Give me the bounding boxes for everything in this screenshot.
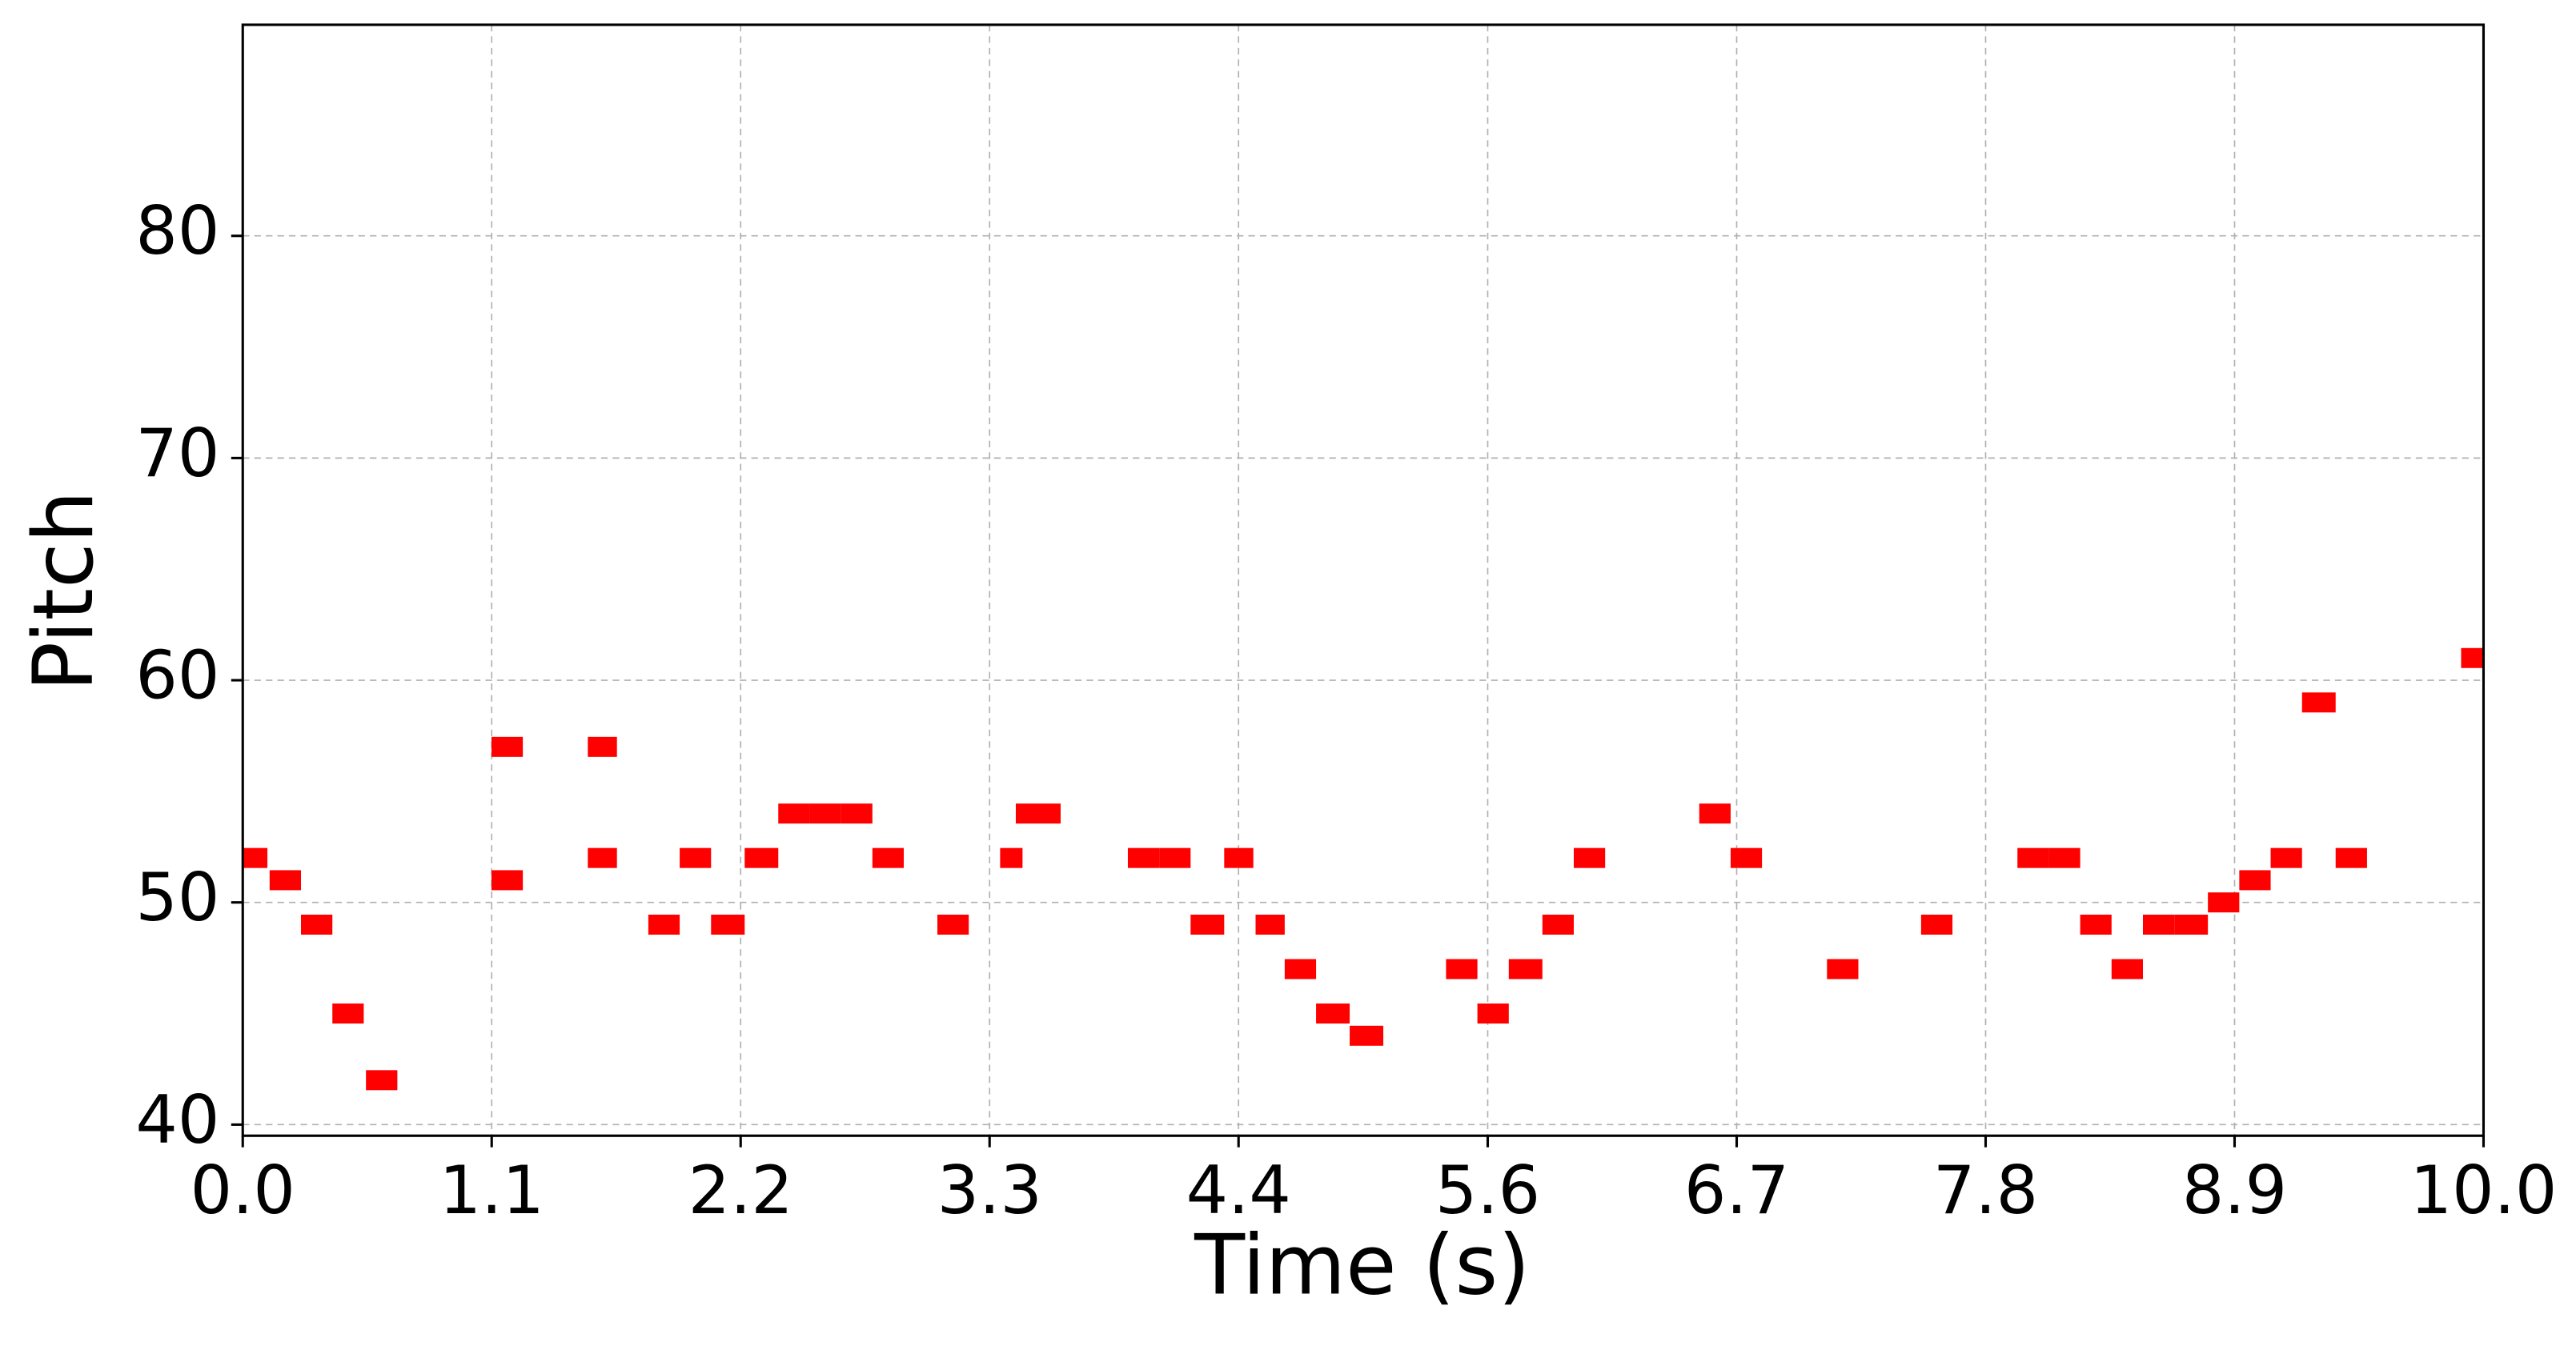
y-axis-label: Pitch	[16, 491, 112, 691]
note	[2461, 647, 2484, 668]
note	[1508, 959, 1543, 979]
note	[1827, 959, 1859, 979]
note	[744, 847, 779, 868]
note	[1127, 847, 1160, 868]
note	[2335, 847, 2367, 868]
note	[2208, 892, 2240, 913]
y-tick-label: 80	[135, 193, 219, 270]
y-tick-label: 40	[135, 1082, 219, 1159]
note	[1015, 803, 1061, 824]
plot-frame	[241, 23, 2486, 1137]
x-tick-label: 0.0	[191, 1152, 295, 1229]
note	[2111, 959, 2143, 979]
note	[588, 736, 617, 757]
note	[1224, 847, 1254, 868]
x-tick-label: 5.6	[1435, 1152, 1540, 1229]
grid	[242, 24, 2485, 1136]
note	[809, 803, 841, 824]
note	[2174, 914, 2209, 935]
note	[2142, 914, 2175, 935]
note	[778, 803, 810, 824]
x-tick-label: 3.3	[937, 1152, 1042, 1229]
note	[1699, 803, 1731, 824]
notes	[243, 647, 2484, 1091]
note	[2048, 847, 2080, 868]
note	[1000, 847, 1023, 868]
note	[243, 847, 268, 868]
note	[491, 870, 524, 891]
note	[872, 847, 905, 868]
x-tick-label: 4.4	[1186, 1152, 1291, 1229]
note	[269, 870, 302, 891]
x-axis-label: Time (s)	[1194, 1218, 1530, 1314]
note	[2301, 692, 2336, 713]
note	[937, 914, 969, 935]
note	[1159, 847, 1191, 868]
note	[301, 914, 333, 935]
note	[1190, 914, 1225, 935]
note	[2080, 914, 2112, 935]
x-tick-label: 6.7	[1684, 1152, 1789, 1229]
ticks: 0.0 1.1 2.2 3.3 4.4 5.6 6.7 7.8 8.9 10.0 40 50 60 70 8…	[135, 193, 2557, 1229]
note	[2270, 847, 2302, 868]
note	[1284, 959, 1317, 979]
note	[332, 1003, 364, 1024]
note	[491, 736, 524, 757]
y-tick-label: 60	[135, 637, 219, 714]
note	[680, 847, 712, 868]
x-tick-label: 1.1	[439, 1152, 544, 1229]
x-tick-label: 8.9	[2182, 1152, 2287, 1229]
x-tick-label: 7.8	[1933, 1152, 2038, 1229]
note	[588, 847, 617, 868]
x-tick-label: 2.2	[688, 1152, 793, 1229]
note	[841, 803, 873, 824]
note	[1477, 1003, 1509, 1024]
note	[1350, 1025, 1384, 1046]
note	[2239, 870, 2271, 891]
note	[1542, 914, 1574, 935]
note	[1573, 847, 1606, 868]
note	[2017, 847, 2049, 868]
note	[1446, 959, 1478, 979]
note	[1255, 914, 1285, 935]
y-tick-label: 50	[135, 859, 219, 936]
note	[648, 914, 680, 935]
x-tick-label: 10.0	[2410, 1152, 2558, 1229]
note	[366, 1070, 398, 1091]
note	[711, 914, 745, 935]
y-tick-label: 70	[135, 415, 219, 492]
note	[1316, 1003, 1350, 1024]
note	[1730, 847, 1763, 868]
note	[1920, 914, 1953, 935]
